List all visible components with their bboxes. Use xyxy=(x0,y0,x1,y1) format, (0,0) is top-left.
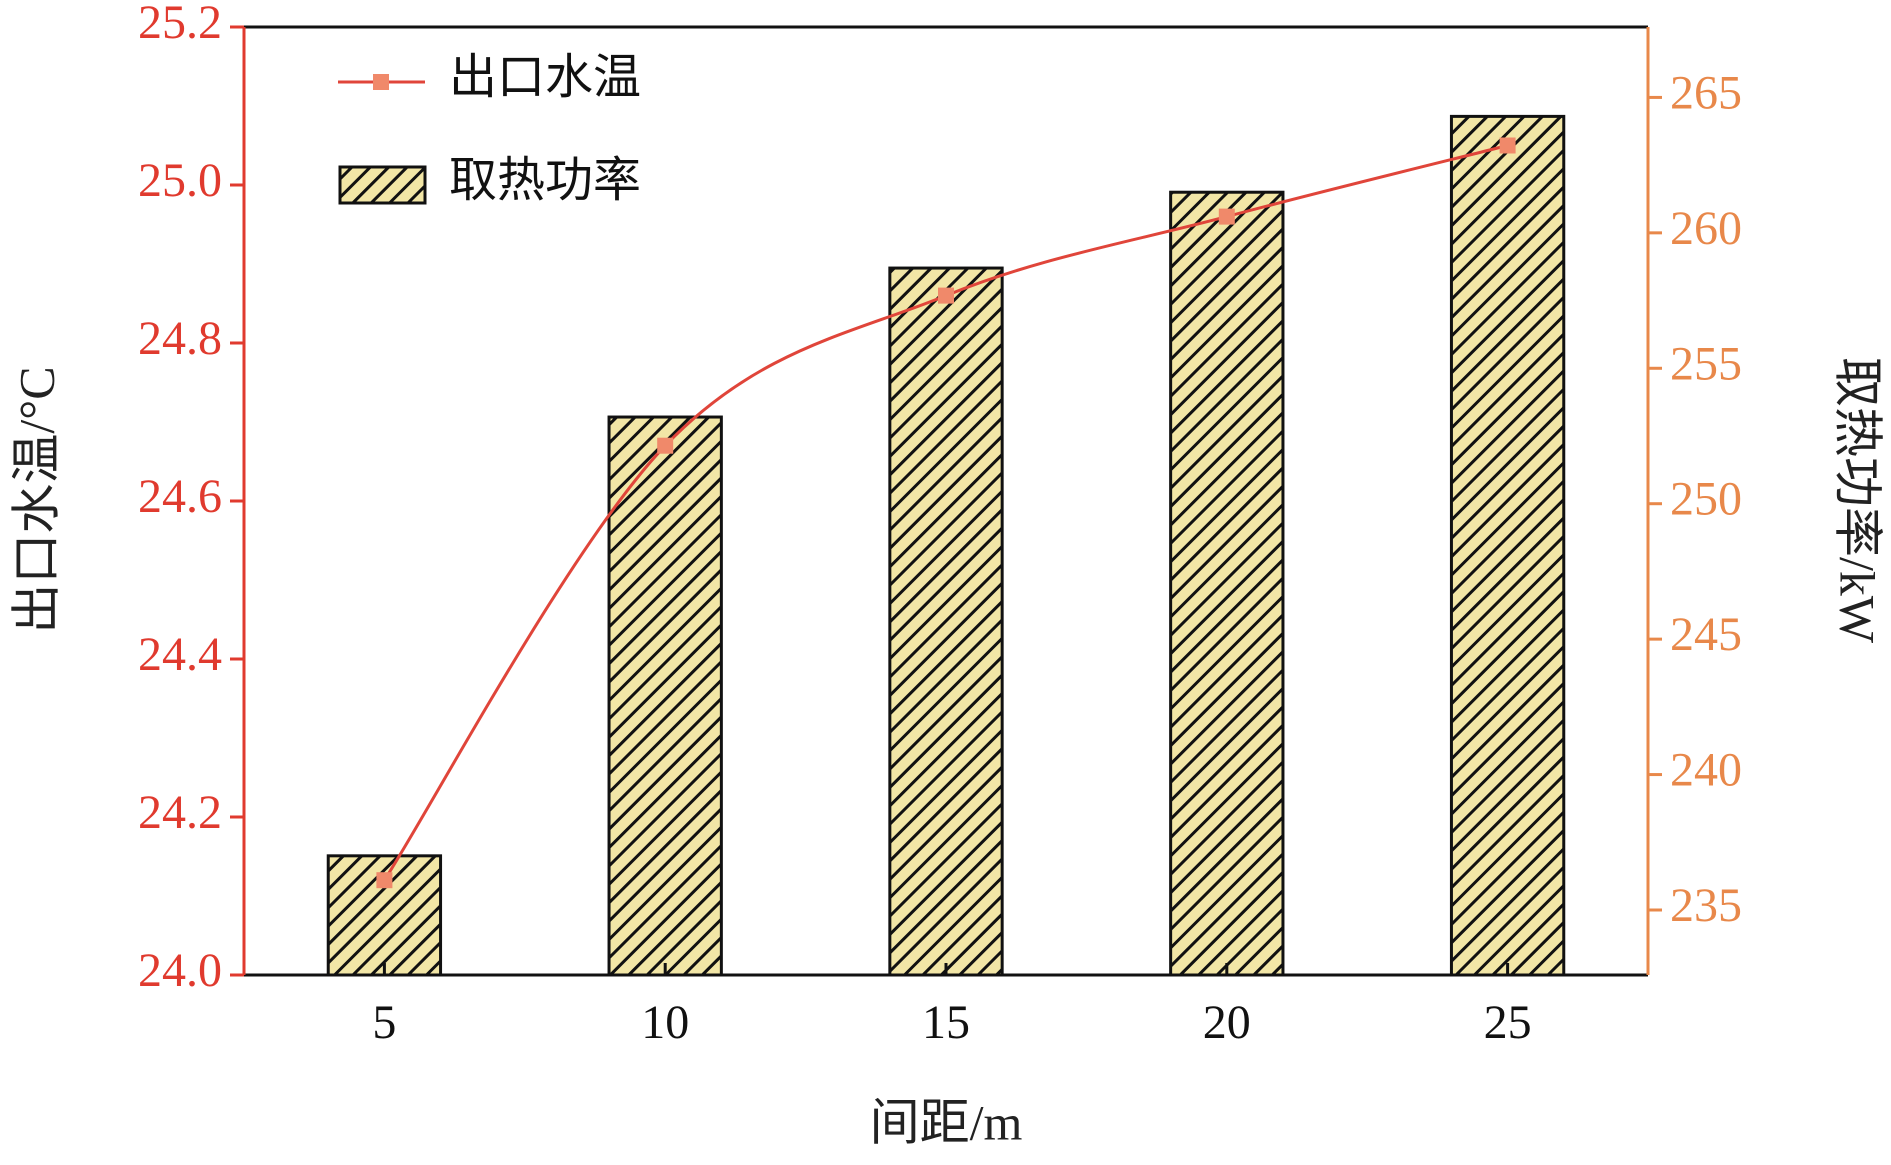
marker xyxy=(657,437,674,454)
y2-tick-label: 250 xyxy=(1670,473,1742,526)
y2-tick-label: 265 xyxy=(1670,66,1742,119)
legend-swatch xyxy=(338,165,427,205)
x-tick-label: 15 xyxy=(922,996,970,1049)
y-tick-label: 24.2 xyxy=(138,786,222,839)
marker xyxy=(1218,208,1235,225)
y-tick-label: 24.6 xyxy=(138,470,222,523)
legend-label: 取热功率 xyxy=(449,154,641,207)
x-tick-label: 5 xyxy=(372,996,396,1049)
legend-marker xyxy=(373,74,389,90)
y-tick-label: 24.8 xyxy=(138,312,222,365)
marker xyxy=(938,287,954,304)
marker xyxy=(1499,137,1516,154)
y-tick-label: 24.0 xyxy=(138,944,222,997)
y-tick-label: 24.4 xyxy=(138,628,222,681)
y2-tick-label: 260 xyxy=(1670,202,1742,255)
marker xyxy=(376,872,393,889)
y-axis-title: 出口水温/°C xyxy=(8,366,64,633)
bar xyxy=(607,415,723,977)
x-tick-label: 25 xyxy=(1484,996,1532,1049)
x-axis-title: 间距/m xyxy=(870,1094,1023,1150)
y2-tick-label: 235 xyxy=(1670,879,1742,932)
bar xyxy=(888,266,1004,977)
y2-tick-label: 245 xyxy=(1670,608,1742,661)
y2-axis-title: 取热功率/kW xyxy=(1830,357,1886,644)
x-tick-label: 20 xyxy=(1203,996,1251,1049)
y-tick-label: 25.0 xyxy=(138,154,222,207)
x-tick-label: 10 xyxy=(641,996,689,1049)
y2-tick-label: 255 xyxy=(1670,337,1742,390)
bar xyxy=(1449,114,1566,977)
line xyxy=(383,144,1508,882)
y-tick-label: 25.2 xyxy=(138,0,222,49)
legend-label: 出口水温 xyxy=(449,51,641,104)
y2-tick-label: 240 xyxy=(1670,744,1742,797)
bar xyxy=(1169,190,1285,977)
